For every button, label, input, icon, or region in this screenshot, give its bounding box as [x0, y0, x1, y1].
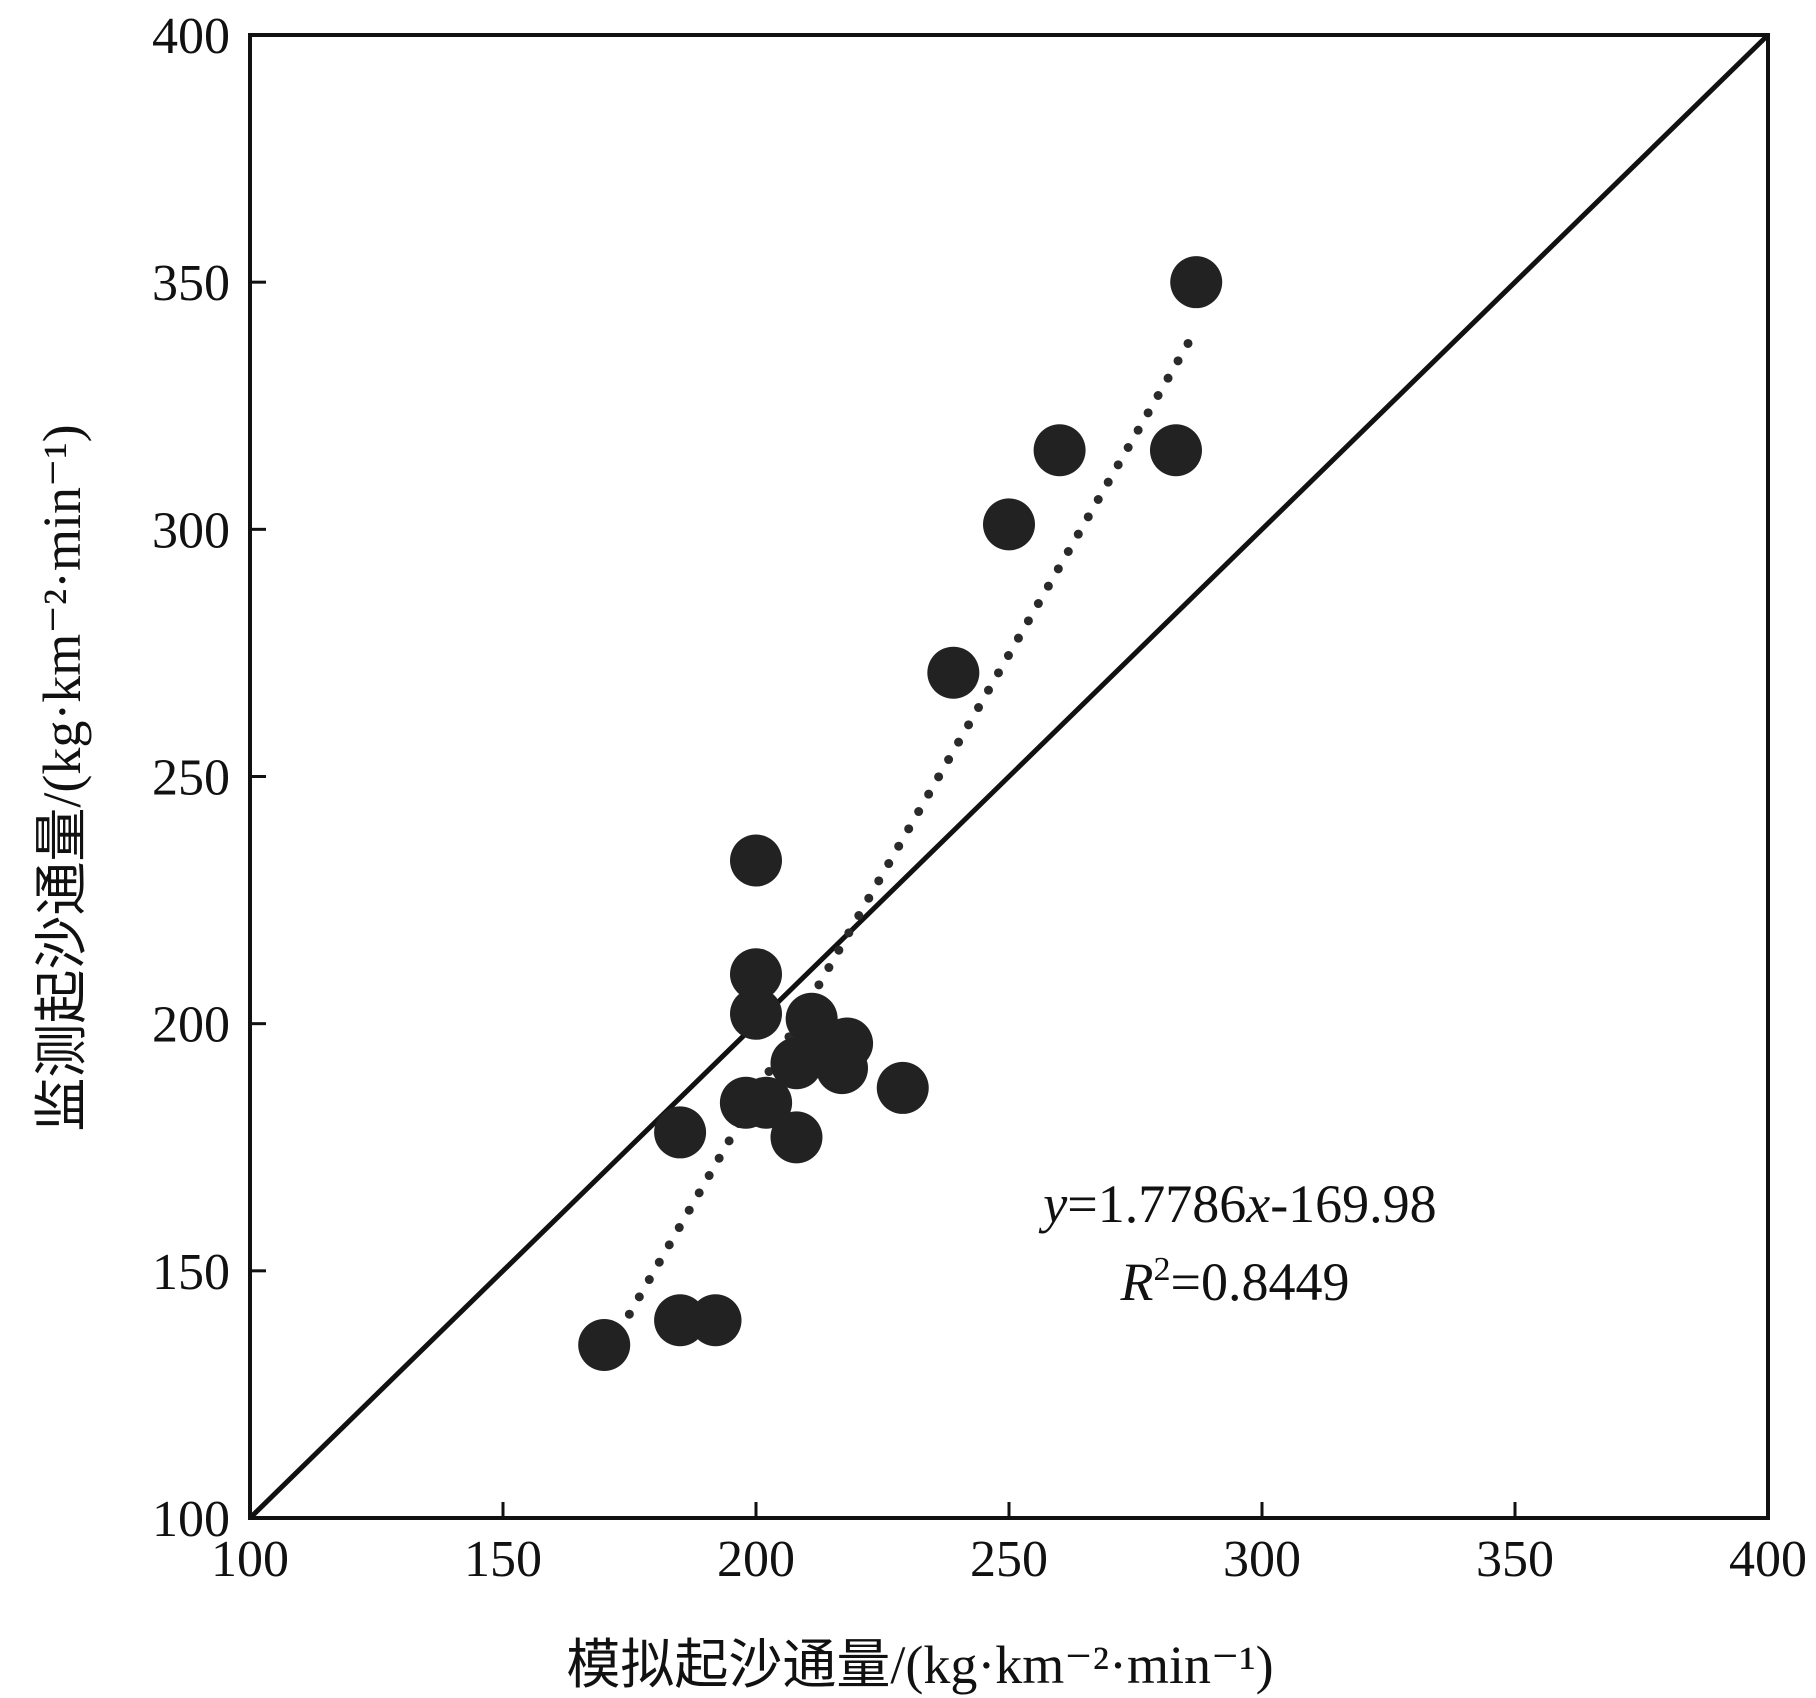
x-tick-label: 250 [970, 1531, 1048, 1588]
x-axis-title: 模拟起沙通量/(kg·km⁻²·min⁻¹) [566, 1635, 1273, 1695]
reference-line [248, 33, 1770, 1520]
data-point [689, 1294, 742, 1347]
equation-intercept: -169.98 [1270, 1174, 1436, 1234]
y-tick-label: 300 [152, 502, 230, 559]
equation-y-var: y [1038, 1174, 1067, 1234]
y-tick-label: 400 [152, 8, 230, 65]
x-axis-ticks: 100 150 200 250 300 350 400 [211, 1502, 1807, 1588]
data-point [740, 1076, 793, 1129]
data-points-layer [578, 256, 1223, 1371]
x-tick-label: 400 [1729, 1531, 1807, 1588]
data-point [1149, 424, 1202, 477]
regression-equation: y=1.7786x-169.98 [1038, 1174, 1436, 1234]
reference-line-layer [248, 33, 1770, 1520]
data-point [927, 646, 980, 699]
equation-slope: =1.7786 [1067, 1174, 1246, 1234]
data-point [578, 1318, 631, 1371]
y-axis-ticks: 100 150 200 250 300 350 400 [152, 8, 266, 1548]
data-point [983, 498, 1035, 551]
y-tick-label: 350 [152, 255, 230, 312]
x-tick-label: 150 [464, 1531, 542, 1588]
r-squared-value: =0.8449 [1171, 1252, 1350, 1312]
x-tick-label: 350 [1476, 1531, 1554, 1588]
y-tick-label: 150 [152, 1244, 230, 1301]
x-tick-label: 300 [1223, 1531, 1301, 1588]
y-tick-label: 200 [152, 997, 230, 1054]
y-tick-label: 250 [152, 750, 230, 807]
fit-line-layer [614, 324, 1201, 1337]
data-point [1170, 256, 1223, 309]
r-squared-sup: 2 [1154, 1251, 1171, 1288]
r-squared-r: R [1120, 1252, 1154, 1312]
data-point [821, 1017, 874, 1070]
y-tick-label: 100 [152, 1491, 230, 1548]
data-point [730, 987, 782, 1040]
data-point [1033, 424, 1086, 477]
data-point [770, 1111, 823, 1164]
x-tick-label: 100 [211, 1531, 289, 1588]
y-axis-title: 监测起沙通量/(kg·km⁻²·min⁻¹) [32, 424, 92, 1131]
data-point [876, 1061, 929, 1114]
data-point [654, 1106, 707, 1159]
data-point [730, 948, 782, 1001]
equation-x-var: x [1245, 1174, 1270, 1234]
data-point [730, 834, 782, 887]
x-tick-label: 200 [717, 1531, 795, 1588]
fit-line [614, 324, 1201, 1337]
r-squared-label: R2=0.8449 [1120, 1251, 1350, 1312]
